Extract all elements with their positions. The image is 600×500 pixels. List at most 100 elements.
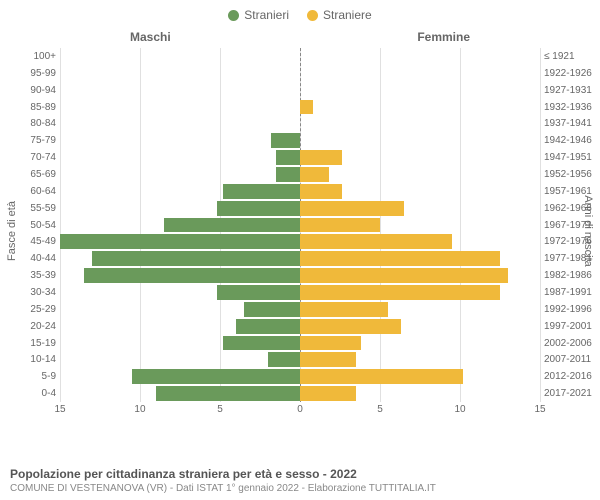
bar-female <box>300 336 361 351</box>
bar-female <box>300 369 463 384</box>
x-axis: 15105051015 <box>60 404 540 422</box>
bar-female <box>300 234 452 249</box>
chart-row: 25-291992-1996 <box>60 301 540 318</box>
birth-label: 1927-1931 <box>544 85 598 96</box>
legend-swatch-female <box>307 10 318 21</box>
chart-row: 55-591962-1966 <box>60 200 540 217</box>
birth-label: 2007-2011 <box>544 354 598 365</box>
chart-row: 15-192002-2006 <box>60 335 540 352</box>
birth-label: 1987-1991 <box>544 287 598 298</box>
bar-female <box>300 319 401 334</box>
bar-male <box>268 352 300 367</box>
birth-label: 1952-1956 <box>544 169 598 180</box>
birth-label: 1972-1976 <box>544 236 598 247</box>
bar-male <box>164 218 300 233</box>
chart-footer: Popolazione per cittadinanza straniera p… <box>10 467 436 494</box>
x-tick: 5 <box>217 404 223 415</box>
birth-label: 1932-1936 <box>544 102 598 113</box>
bar-female <box>300 150 342 165</box>
age-label: 35-39 <box>12 270 56 281</box>
age-label: 30-34 <box>12 287 56 298</box>
age-label: 95-99 <box>12 68 56 79</box>
birth-label: 1947-1951 <box>544 152 598 163</box>
bar-male <box>236 319 300 334</box>
bar-female <box>300 167 329 182</box>
chart-row: 35-391982-1986 <box>60 267 540 284</box>
age-label: 55-59 <box>12 203 56 214</box>
chart-legend: Stranieri Straniere <box>0 0 600 26</box>
bar-female <box>300 184 342 199</box>
birth-label: 1962-1966 <box>544 203 598 214</box>
age-label: 10-14 <box>12 354 56 365</box>
bar-male <box>244 302 300 317</box>
bar-female <box>300 386 356 401</box>
bar-male <box>271 133 300 148</box>
birth-label: ≤ 1921 <box>544 51 598 62</box>
chart-row: 20-241997-2001 <box>60 318 540 335</box>
birth-label: 1937-1941 <box>544 118 598 129</box>
bar-male <box>132 369 300 384</box>
age-label: 65-69 <box>12 169 56 180</box>
age-label: 75-79 <box>12 135 56 146</box>
x-tick: 15 <box>534 404 545 415</box>
chart-row: 65-691952-1956 <box>60 166 540 183</box>
x-tick: 15 <box>54 404 65 415</box>
bar-male <box>156 386 300 401</box>
chart-row: 10-142007-2011 <box>60 351 540 368</box>
bar-male <box>276 167 300 182</box>
pyramid-chart: Maschi Femmine Fasce di età Anni di nasc… <box>0 26 600 436</box>
bar-female <box>300 100 313 115</box>
bar-male <box>84 268 300 283</box>
birth-label: 1977-1981 <box>544 253 598 264</box>
chart-title: Popolazione per cittadinanza straniera p… <box>10 467 436 481</box>
chart-row: 0-42017-2021 <box>60 385 540 402</box>
chart-row: 50-541967-1971 <box>60 217 540 234</box>
chart-row: 5-92012-2016 <box>60 368 540 385</box>
x-tick: 10 <box>454 404 465 415</box>
chart-row: 70-741947-1951 <box>60 149 540 166</box>
chart-row: 85-891932-1936 <box>60 99 540 116</box>
age-label: 40-44 <box>12 253 56 264</box>
birth-label: 2002-2006 <box>544 338 598 349</box>
x-tick: 5 <box>377 404 383 415</box>
legend-swatch-male <box>228 10 239 21</box>
chart-row: 60-641957-1961 <box>60 183 540 200</box>
age-label: 60-64 <box>12 186 56 197</box>
birth-label: 2017-2021 <box>544 388 598 399</box>
column-title-right: Femmine <box>417 30 470 44</box>
age-label: 90-94 <box>12 85 56 96</box>
bar-male <box>60 234 300 249</box>
chart-rows: 100+≤ 192195-991922-192690-941927-193185… <box>60 48 540 402</box>
chart-row: 95-991922-1926 <box>60 65 540 82</box>
column-title-left: Maschi <box>130 30 171 44</box>
legend-label-female: Straniere <box>323 8 372 22</box>
bar-female <box>300 285 500 300</box>
age-label: 80-84 <box>12 118 56 129</box>
bar-male <box>276 150 300 165</box>
bar-male <box>92 251 300 266</box>
age-label: 5-9 <box>12 371 56 382</box>
plot-area: 100+≤ 192195-991922-192690-941927-193185… <box>60 48 540 402</box>
chart-row: 40-441977-1981 <box>60 250 540 267</box>
birth-label: 1967-1971 <box>544 220 598 231</box>
chart-subtitle: COMUNE DI VESTENANOVA (VR) - Dati ISTAT … <box>10 483 436 494</box>
chart-row: 75-791942-1946 <box>60 132 540 149</box>
birth-label: 1957-1961 <box>544 186 598 197</box>
legend-label-male: Stranieri <box>244 8 289 22</box>
age-label: 100+ <box>12 51 56 62</box>
legend-item-male: Stranieri <box>228 8 289 22</box>
bar-female <box>300 302 388 317</box>
x-tick: 0 <box>297 404 303 415</box>
birth-label: 2012-2016 <box>544 371 598 382</box>
legend-item-female: Straniere <box>307 8 372 22</box>
bar-female <box>300 251 500 266</box>
age-label: 0-4 <box>12 388 56 399</box>
bar-female <box>300 201 404 216</box>
birth-label: 1997-2001 <box>544 321 598 332</box>
birth-label: 1922-1926 <box>544 68 598 79</box>
age-label: 20-24 <box>12 321 56 332</box>
age-label: 70-74 <box>12 152 56 163</box>
bar-male <box>223 336 300 351</box>
chart-row: 80-841937-1941 <box>60 115 540 132</box>
bar-female <box>300 268 508 283</box>
